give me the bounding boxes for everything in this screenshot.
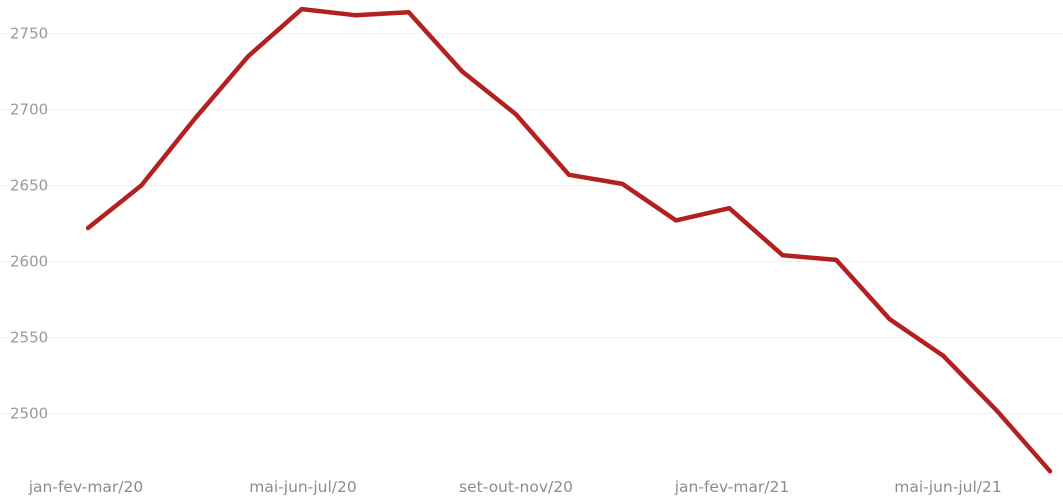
data-point-3 — [246, 54, 251, 59]
data-point-18 — [1048, 469, 1052, 474]
x-tick-label-4: mai-jun-jul/20 — [249, 478, 356, 496]
data-point-10 — [620, 181, 625, 186]
x-tick-label-0: jan-fev-mar/20 — [28, 478, 143, 496]
data-point-14 — [834, 257, 839, 262]
series-line-0 — [85, 6, 1053, 474]
data-point-2 — [192, 116, 197, 121]
data-point-9 — [567, 172, 571, 177]
data-point-6 — [406, 10, 411, 15]
data-point-16 — [941, 353, 946, 358]
data-point-12 — [727, 206, 732, 211]
data-point-0 — [86, 225, 90, 230]
data-point-11 — [673, 218, 678, 223]
y-tick-label-2550: 2550 — [10, 328, 48, 346]
y-axis-tick-labels: 2500 2550 2600 2650 2700 2750 — [10, 24, 48, 422]
data-point-17 — [994, 408, 999, 413]
data-point-7 — [460, 69, 465, 74]
series-lines — [85, 6, 1053, 474]
x-tick-label-16: mai-jun-jul/21 — [894, 478, 1001, 496]
data-point-4 — [299, 7, 304, 12]
y-tick-label-2750: 2750 — [10, 24, 48, 42]
data-point-1 — [139, 183, 144, 188]
y-tick-label-2700: 2700 — [10, 100, 48, 118]
x-tick-label-8: set-out-nov/20 — [459, 478, 573, 496]
grid-lines — [0, 32, 1063, 414]
data-point-15 — [887, 317, 892, 322]
y-tick-label-2600: 2600 — [10, 252, 48, 270]
x-axis-tick-labels: jan-fev-mar/20 mai-jun-jul/20 set-out-nov/… — [28, 478, 1002, 496]
x-tick-label-12: jan-fev-mar/21 — [674, 478, 789, 496]
y-tick-label-2650: 2650 — [10, 176, 48, 194]
data-point-8 — [513, 111, 518, 116]
data-point-13 — [780, 253, 785, 258]
data-point-5 — [353, 13, 358, 18]
y-tick-label-2500: 2500 — [10, 404, 48, 422]
